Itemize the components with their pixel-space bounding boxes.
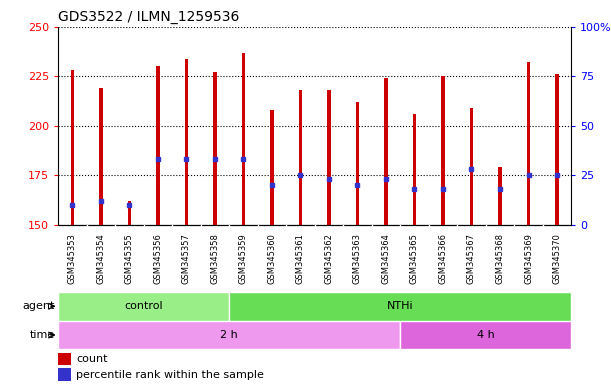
Bar: [270, 110, 274, 225]
Bar: [58, 369, 71, 381]
Text: GSM345363: GSM345363: [353, 233, 362, 284]
Bar: [527, 63, 530, 225]
Text: GSM345360: GSM345360: [268, 233, 276, 284]
Bar: [58, 292, 229, 321]
Bar: [128, 201, 131, 225]
Text: GSM345365: GSM345365: [410, 233, 419, 284]
Text: NTHi: NTHi: [387, 301, 414, 311]
Text: GSM345355: GSM345355: [125, 233, 134, 284]
Text: GSM345364: GSM345364: [381, 233, 390, 284]
Bar: [71, 70, 74, 225]
Text: agent: agent: [23, 301, 55, 311]
Text: GSM345366: GSM345366: [439, 233, 447, 284]
Text: time: time: [30, 330, 55, 340]
Bar: [229, 292, 571, 321]
Bar: [185, 58, 188, 225]
Text: GSM345370: GSM345370: [552, 233, 562, 284]
Bar: [58, 353, 71, 365]
Text: GSM345354: GSM345354: [97, 233, 105, 284]
Text: GSM345368: GSM345368: [496, 233, 505, 284]
Bar: [58, 321, 400, 349]
Text: 2 h: 2 h: [220, 330, 238, 340]
Bar: [99, 88, 103, 225]
Bar: [400, 321, 571, 349]
Bar: [384, 78, 387, 225]
Bar: [156, 66, 159, 225]
Bar: [441, 76, 445, 225]
Text: GDS3522 / ILMN_1259536: GDS3522 / ILMN_1259536: [58, 10, 240, 25]
Text: GSM345361: GSM345361: [296, 233, 305, 284]
Text: GSM345353: GSM345353: [68, 233, 77, 284]
Bar: [470, 108, 473, 225]
Bar: [555, 74, 558, 225]
Text: GSM345362: GSM345362: [324, 233, 334, 284]
Text: percentile rank within the sample: percentile rank within the sample: [76, 370, 264, 380]
Text: GSM345358: GSM345358: [210, 233, 219, 284]
Text: GSM345369: GSM345369: [524, 233, 533, 284]
Text: 4 h: 4 h: [477, 330, 495, 340]
Bar: [242, 53, 245, 225]
Bar: [327, 90, 331, 225]
Text: GSM345359: GSM345359: [239, 233, 248, 284]
Bar: [299, 90, 302, 225]
Bar: [213, 72, 216, 225]
Text: count: count: [76, 354, 108, 364]
Bar: [413, 114, 416, 225]
Bar: [356, 102, 359, 225]
Text: GSM345356: GSM345356: [153, 233, 163, 284]
Text: control: control: [124, 301, 163, 311]
Text: GSM345357: GSM345357: [182, 233, 191, 284]
Bar: [499, 167, 502, 225]
Text: GSM345367: GSM345367: [467, 233, 476, 284]
